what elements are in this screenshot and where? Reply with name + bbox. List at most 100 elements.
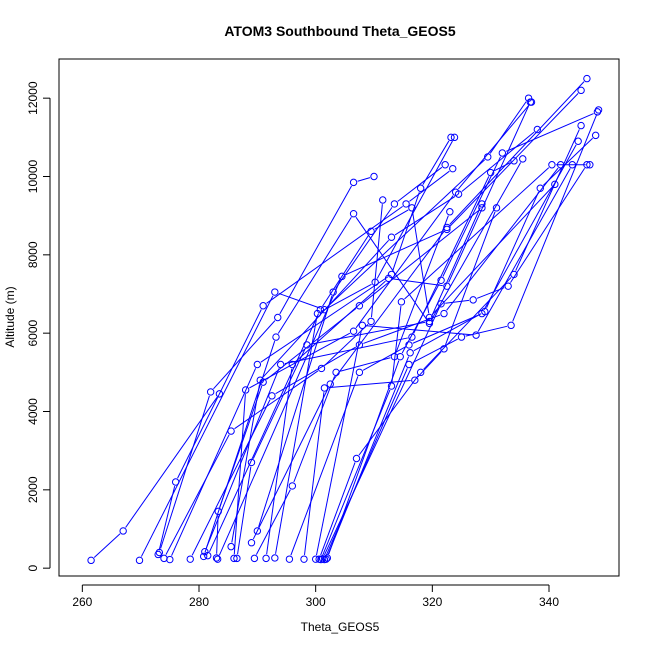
series-segment: [278, 292, 321, 309]
series-segment: [191, 399, 271, 556]
series-27: [322, 131, 600, 563]
series-segment: [395, 215, 449, 353]
x-tick-label: 300: [306, 595, 326, 609]
series-segment: [457, 104, 530, 190]
y-axis-label: Altitude (m): [3, 286, 17, 347]
series-segment: [315, 329, 363, 556]
x-axis: 260 280 300 320 340: [72, 584, 559, 609]
series-segment: [209, 313, 320, 553]
data-point: [591, 131, 600, 140]
series-segment: [320, 283, 372, 313]
data-point: [492, 204, 501, 212]
data-point: [154, 550, 162, 559]
series-19: [271, 133, 459, 562]
series-18: [262, 98, 535, 563]
series-segment: [293, 376, 336, 483]
data-point: [322, 555, 330, 563]
data-point: [396, 352, 404, 361]
data-point: [507, 321, 515, 330]
data-point: [504, 282, 512, 290]
data-point: [268, 392, 276, 400]
data-point: [402, 200, 410, 208]
data-point: [478, 204, 486, 212]
x-tick-label: 320: [422, 595, 442, 609]
series-segment: [328, 360, 400, 555]
series-segment: [494, 162, 511, 172]
data-point: [247, 458, 256, 467]
series-segment: [510, 168, 586, 283]
series-segment: [219, 385, 263, 508]
data-point: [533, 125, 542, 134]
data-point: [272, 333, 280, 341]
series-segment: [327, 356, 410, 556]
data-point: [253, 360, 262, 369]
data-point: [230, 554, 238, 563]
y-tick-label: 4000: [26, 398, 40, 425]
series-segment: [335, 207, 393, 289]
data-point: [449, 164, 457, 173]
series-segment: [231, 384, 261, 543]
series-segment: [216, 515, 219, 554]
data-point: [472, 331, 480, 339]
data-point: [349, 327, 358, 335]
data-point: [457, 333, 466, 341]
data-point: [349, 178, 358, 187]
series-segment: [449, 81, 585, 225]
data-point: [233, 554, 241, 563]
series-segment: [476, 287, 505, 299]
data-point: [300, 555, 308, 563]
series-segment: [160, 395, 210, 549]
data-point: [155, 548, 164, 557]
data-point: [583, 74, 591, 83]
series-segment: [366, 325, 472, 336]
series-segment: [376, 140, 453, 279]
data-point: [440, 309, 448, 318]
plot-area: [58, 58, 620, 577]
data-point: [408, 204, 416, 212]
series-segment: [328, 380, 411, 389]
series-segment: [233, 394, 246, 555]
data-point: [510, 157, 518, 165]
data-point: [329, 288, 337, 296]
data-point: [288, 360, 297, 369]
data-point: [397, 298, 406, 306]
series-segment: [422, 140, 450, 185]
data-point: [349, 210, 358, 218]
data-point: [119, 527, 127, 535]
data-point: [332, 368, 340, 377]
series-segment: [279, 185, 352, 315]
data-point: [311, 555, 320, 563]
series-segment: [158, 485, 176, 551]
data-point: [478, 200, 486, 208]
series-segment: [409, 170, 450, 202]
data-point: [160, 554, 168, 563]
y-tick-label: 12000: [26, 81, 40, 115]
data-point: [443, 225, 451, 234]
series-2: [154, 164, 457, 559]
data-point: [441, 161, 449, 169]
data-point: [390, 200, 399, 208]
data-point: [271, 554, 279, 562]
data-point: [241, 386, 250, 394]
series-segment: [465, 325, 508, 337]
series-segment: [431, 187, 553, 315]
series-segment: [392, 192, 420, 271]
data-point: [416, 368, 425, 377]
data-point: [498, 149, 507, 157]
data-point: [135, 556, 144, 565]
series-segment: [444, 211, 496, 346]
series-segment: [431, 162, 522, 320]
y-tick-label: 2000: [26, 476, 40, 503]
data-point: [367, 227, 375, 236]
data-point: [387, 233, 396, 241]
data-point: [526, 98, 535, 106]
series-9: [204, 180, 559, 560]
series-segment: [93, 533, 121, 558]
series-segment: [430, 207, 481, 318]
series-segment: [449, 93, 579, 227]
series-15: [247, 74, 591, 547]
series-12: [227, 125, 542, 551]
data-point: [355, 302, 364, 310]
series-segment: [258, 295, 333, 528]
